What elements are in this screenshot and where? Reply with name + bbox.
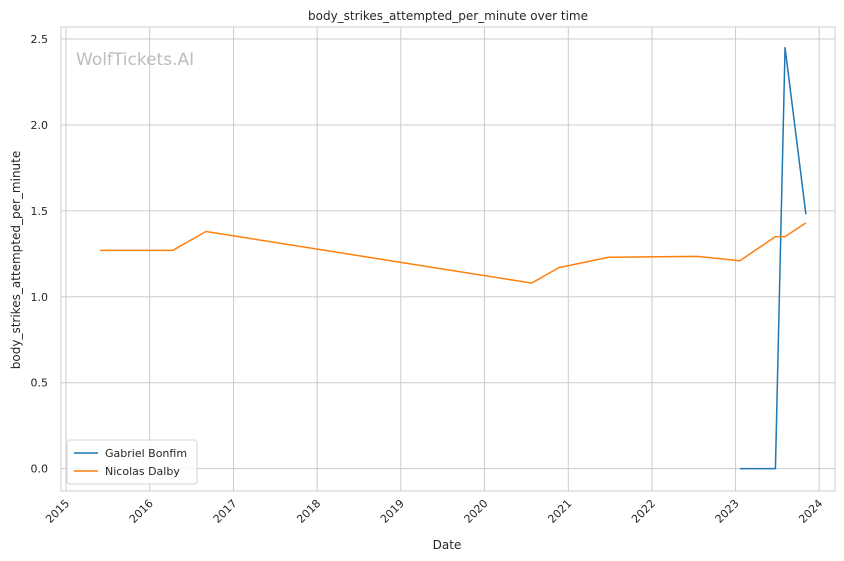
series-line-2 bbox=[100, 222, 807, 284]
series-layer bbox=[100, 46, 807, 470]
x-tick-label: 2016 bbox=[127, 497, 156, 526]
x-tick-label: 2017 bbox=[211, 497, 240, 526]
x-tick-labels: 2015 2016 2017 2018 2019 2020 2021 2022 2023 2024 bbox=[43, 497, 825, 526]
legend-label-series-2: Nicolas Dalby bbox=[105, 465, 180, 478]
y-tick-label: 2.5 bbox=[31, 33, 49, 46]
y-axis-label: body_strikes_attempted_per_minute bbox=[9, 151, 23, 369]
plot-frame bbox=[60, 26, 836, 492]
series-line-1 bbox=[739, 46, 807, 470]
x-tick-label: 2024 bbox=[796, 497, 825, 526]
legend-label-series-1: Gabriel Bonfim bbox=[105, 447, 187, 460]
y-tick-labels: 0.0 0.5 1.0 1.5 2.0 2.5 bbox=[31, 33, 49, 476]
x-tick-label: 2018 bbox=[294, 497, 323, 526]
y-tick-label: 0.5 bbox=[31, 377, 49, 390]
x-tick-label: 2015 bbox=[43, 497, 72, 526]
y-tick-label: 1.0 bbox=[31, 291, 49, 304]
y-tick-label: 1.5 bbox=[31, 205, 49, 218]
x-tick-label: 2023 bbox=[713, 497, 742, 526]
y-tick-label: 0.0 bbox=[31, 463, 49, 476]
x-tick-label: 2020 bbox=[462, 497, 491, 526]
x-tick-label: 2022 bbox=[629, 497, 658, 526]
x-tick-label: 2021 bbox=[545, 497, 574, 526]
y-tick-label: 2.0 bbox=[31, 119, 49, 132]
x-axis-label: Date bbox=[433, 538, 462, 552]
chart-title: body_strikes_attempted_per_minute over t… bbox=[308, 9, 588, 23]
grid bbox=[61, 27, 835, 491]
legend-box bbox=[66, 439, 198, 485]
x-tick-label: 2019 bbox=[378, 497, 407, 526]
legend: Gabriel Bonfim Nicolas Dalby bbox=[66, 439, 198, 485]
plot-background bbox=[61, 27, 835, 491]
watermark: WolfTickets.AI bbox=[76, 50, 194, 70]
